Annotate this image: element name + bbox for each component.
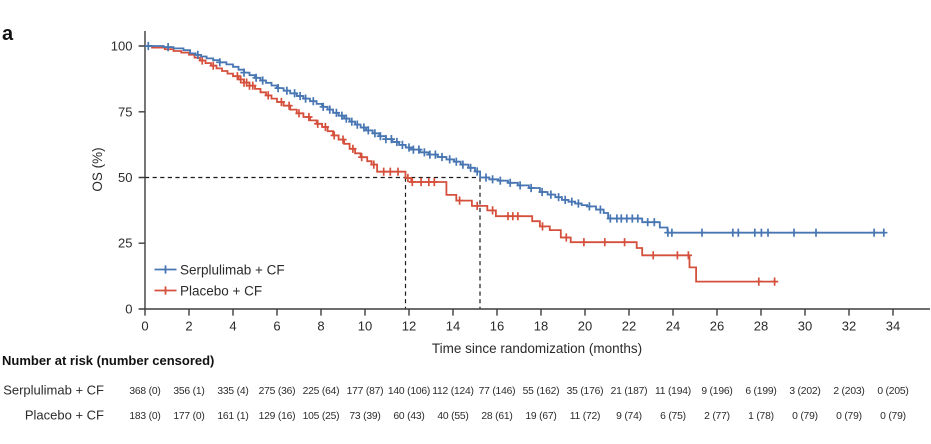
svg-text:2: 2 <box>185 319 192 334</box>
svg-text:225 (64): 225 (64) <box>303 386 340 397</box>
svg-text:14: 14 <box>446 319 460 334</box>
svg-text:55 (162): 55 (162) <box>523 386 560 397</box>
svg-text:11 (72): 11 (72) <box>570 411 600 422</box>
svg-text:9 (74): 9 (74) <box>616 411 642 422</box>
svg-text:50: 50 <box>118 170 132 185</box>
svg-text:100: 100 <box>111 39 133 54</box>
svg-text:26: 26 <box>710 319 724 334</box>
svg-text:20: 20 <box>578 319 592 334</box>
svg-text:112 (124): 112 (124) <box>432 386 474 397</box>
svg-text:12: 12 <box>402 319 416 334</box>
svg-text:Serplulimab + CF: Serplulimab + CF <box>3 383 104 398</box>
svg-text:2 (77): 2 (77) <box>704 411 730 422</box>
svg-text:22: 22 <box>622 319 636 334</box>
svg-text:40 (55): 40 (55) <box>437 411 468 422</box>
svg-text:3 (202): 3 (202) <box>789 386 820 397</box>
svg-text:6 (75): 6 (75) <box>660 411 686 422</box>
svg-text:Placebo + CF: Placebo + CF <box>180 284 262 299</box>
svg-text:105 (25): 105 (25) <box>303 411 340 422</box>
svg-text:19 (67): 19 (67) <box>525 411 556 422</box>
svg-text:28 (61): 28 (61) <box>481 411 512 422</box>
svg-text:21 (187): 21 (187) <box>611 386 648 397</box>
svg-text:183 (0): 183 (0) <box>129 411 160 422</box>
svg-text:Number at risk (number censore: Number at risk (number censored) <box>2 353 214 368</box>
svg-text:77 (146): 77 (146) <box>479 386 516 397</box>
svg-text:35 (176): 35 (176) <box>567 386 604 397</box>
svg-text:0 (79): 0 (79) <box>792 411 818 422</box>
svg-text:0: 0 <box>125 302 132 317</box>
svg-text:0 (79): 0 (79) <box>880 411 906 422</box>
svg-text:28: 28 <box>754 319 768 334</box>
svg-text:368 (0): 368 (0) <box>129 386 160 397</box>
svg-text:Placebo + CF: Placebo + CF <box>25 408 104 423</box>
svg-text:1 (78): 1 (78) <box>748 411 774 422</box>
svg-text:34: 34 <box>886 319 900 334</box>
svg-text:129 (16): 129 (16) <box>259 411 296 422</box>
svg-text:0 (205): 0 (205) <box>877 386 908 397</box>
svg-text:60 (43): 60 (43) <box>393 411 424 422</box>
svg-text:0: 0 <box>141 319 148 334</box>
svg-text:73 (39): 73 (39) <box>349 411 380 422</box>
svg-text:2 (203): 2 (203) <box>833 386 864 397</box>
svg-text:8: 8 <box>317 319 324 334</box>
svg-text:30: 30 <box>798 319 812 334</box>
svg-text:140 (106): 140 (106) <box>388 386 430 397</box>
svg-text:Time since randomization (mont: Time since randomization (months) <box>432 341 642 356</box>
svg-text:4: 4 <box>229 319 236 334</box>
svg-text:6 (199): 6 (199) <box>745 386 776 397</box>
svg-text:18: 18 <box>534 319 548 334</box>
svg-text:Serplulimab + CF: Serplulimab + CF <box>180 263 285 278</box>
svg-text:32: 32 <box>842 319 856 334</box>
svg-text:24: 24 <box>666 319 680 334</box>
svg-text:75: 75 <box>118 104 132 119</box>
svg-text:0 (79): 0 (79) <box>836 411 862 422</box>
svg-text:11 (194): 11 (194) <box>655 386 691 397</box>
svg-text:6: 6 <box>273 319 280 334</box>
svg-text:16: 16 <box>490 319 504 334</box>
svg-text:OS (%): OS (%) <box>90 147 105 191</box>
svg-text:335 (4): 335 (4) <box>217 386 248 397</box>
svg-text:275 (36): 275 (36) <box>259 386 296 397</box>
svg-text:25: 25 <box>118 236 132 251</box>
svg-text:177 (0): 177 (0) <box>173 411 204 422</box>
svg-text:356 (1): 356 (1) <box>173 386 204 397</box>
svg-text:9 (196): 9 (196) <box>701 386 732 397</box>
svg-text:161 (1): 161 (1) <box>217 411 248 422</box>
svg-text:a: a <box>2 23 14 45</box>
svg-text:10: 10 <box>358 319 372 334</box>
svg-text:177 (87): 177 (87) <box>347 386 384 397</box>
